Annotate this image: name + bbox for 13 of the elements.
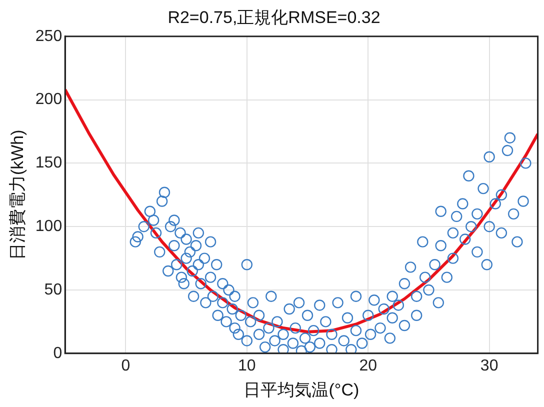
chart-title: R2=0.75,正規化RMSE=0.32 [168, 8, 380, 27]
y-tick-label: 100 [35, 218, 62, 236]
x-tick-label: 0 [121, 357, 130, 374]
x-tick-label: 10 [238, 357, 256, 374]
y-tick-label: 200 [35, 91, 62, 108]
y-tick-label: 250 [35, 28, 62, 45]
y-axis-title: 日消費電力(kWh) [8, 130, 27, 260]
y-tick-label: 50 [44, 281, 62, 298]
x-axis-title: 日平均気温(°C) [244, 380, 360, 400]
x-tick-label: 20 [359, 357, 378, 374]
y-tick-label: 150 [35, 154, 62, 172]
x-tick-label: 30 [480, 357, 498, 374]
y-tick-label: 0 [53, 344, 62, 362]
